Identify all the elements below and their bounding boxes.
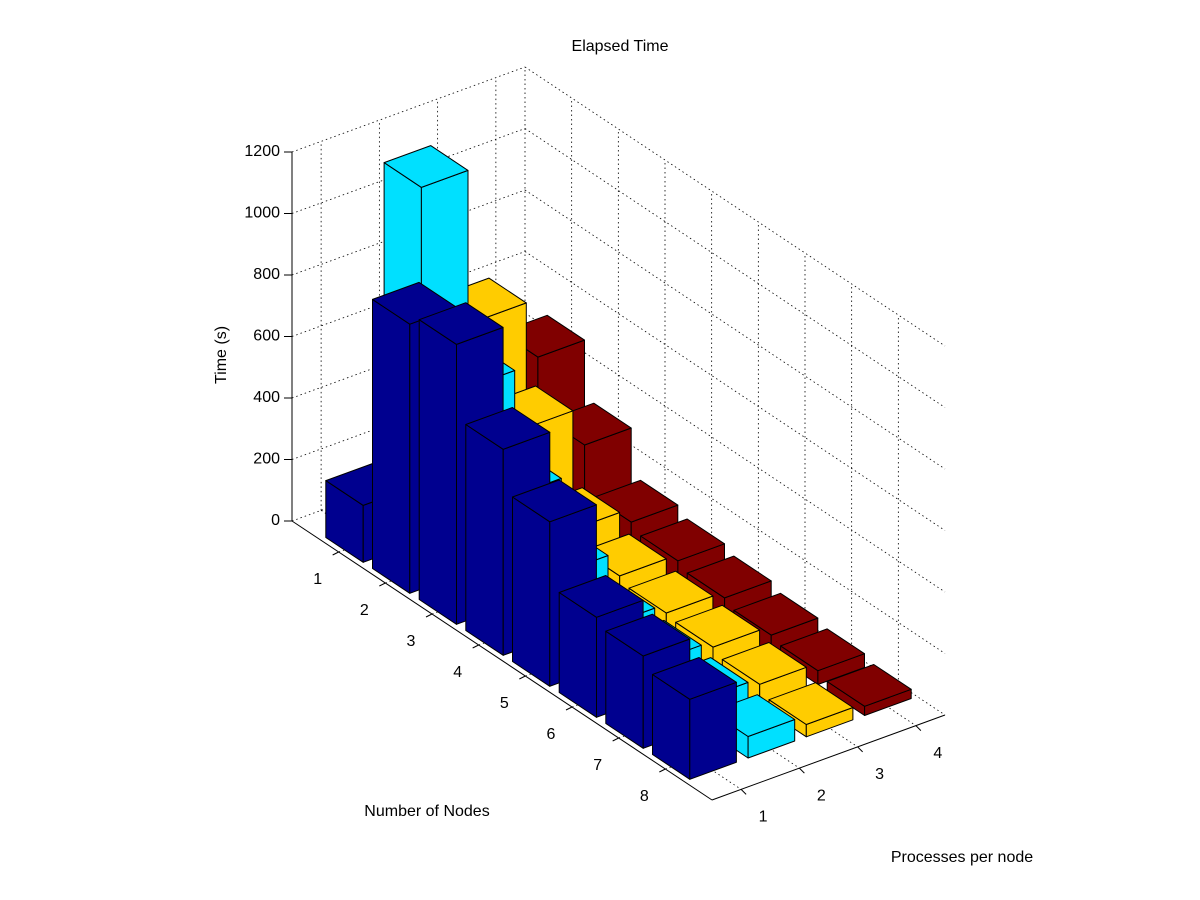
z-tick-label: 400 [253,389,280,406]
x-tick-label: 8 [640,788,649,805]
grid-line [291,189,526,276]
bar-face [512,496,551,687]
x-tick-label: 5 [500,695,509,712]
bar-face [372,298,411,594]
z-tick-label: 1200 [244,143,280,160]
x-tick [519,675,526,680]
bar-face [733,592,819,636]
x-tick [332,551,339,556]
grid-line [524,66,946,347]
x-tick-label: 3 [407,633,416,650]
bar-face [605,613,691,657]
x-tick [612,737,619,742]
grid-line [524,312,946,593]
x-tick [425,613,433,618]
y-tick [740,789,747,795]
bar-face [686,555,772,599]
x-tick [379,582,386,587]
z-tick-label: 0 [271,512,280,529]
bar-face [628,570,714,614]
bar-face [465,424,504,656]
axes: 0 200 400 600 800 1000 1200 1 2 3 4 5 6 7 8 1 2 3 4 [244,143,946,826]
grid-line [524,251,946,531]
bar-face [826,664,912,707]
z-tick-label: 200 [253,451,280,468]
bar-face [675,604,761,648]
y-axis-label: Processes per node [891,849,1033,866]
x-tick-label: 6 [547,726,556,743]
y-tick-label: 1 [759,809,768,826]
bar-face [780,628,865,672]
bar-face [418,302,504,345]
chart-title: Elapsed Time [572,38,669,55]
x-tick-label: 2 [360,602,369,619]
x-tick [659,768,666,773]
x-tick-label: 1 [313,571,322,588]
bar-face [383,145,469,188]
grid-line [524,189,946,470]
y-tick-label: 3 [875,766,884,783]
grid-line [291,251,526,337]
x-axis [291,520,713,801]
bars [325,145,912,780]
bar-face [721,642,807,685]
y-axis [711,714,946,801]
grid-line [291,374,526,460]
grid-line [291,128,526,214]
grid-line [291,312,526,399]
bar-face [465,407,551,450]
y-tick [857,746,863,753]
bar-face [512,479,597,523]
y-tick [915,725,922,731]
x-tick-label: 4 [453,664,462,681]
grid-line [524,128,946,408]
x-axis-label: Number of Nodes [364,803,489,820]
bar-face [652,657,737,700]
grid-line [524,374,946,654]
z-tick-label: 1000 [244,205,280,222]
x-tick [565,706,573,711]
x-tick [472,644,479,649]
grid-line [291,66,526,153]
bar-face [558,575,644,618]
x-tick-label: 7 [593,757,602,774]
y-tick [799,767,805,774]
y-tick-label: 2 [817,787,826,804]
bar-face [768,682,854,725]
bar-face [418,319,457,625]
z-tick-label: 800 [253,266,280,283]
y-tick-label: 4 [933,745,942,762]
z-axis-label: Time (s) [213,326,230,384]
bar-face [640,518,725,562]
z-tick-label: 600 [253,328,280,345]
